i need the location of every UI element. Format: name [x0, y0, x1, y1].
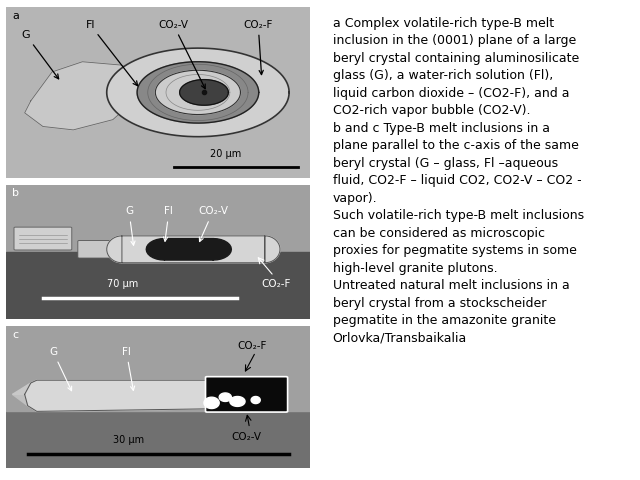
Text: G: G [125, 206, 135, 245]
Text: b: b [13, 188, 19, 198]
Text: 30 μm: 30 μm [113, 434, 144, 444]
Polygon shape [137, 62, 259, 123]
Polygon shape [180, 80, 228, 105]
Text: CO₂-V: CO₂-V [159, 20, 205, 89]
Polygon shape [230, 396, 245, 407]
Polygon shape [6, 326, 310, 411]
Text: a Complex volatile-rich type-B melt
inclusion in the (0001) plane of a large
ber: a Complex volatile-rich type-B melt incl… [333, 16, 584, 345]
Text: CO₂-F: CO₂-F [262, 279, 291, 289]
Text: c: c [13, 330, 19, 340]
Polygon shape [107, 236, 280, 263]
Text: Fl: Fl [86, 20, 138, 86]
Polygon shape [204, 397, 219, 408]
Text: Fl: Fl [122, 347, 134, 390]
Polygon shape [13, 383, 31, 395]
Polygon shape [13, 395, 28, 406]
FancyBboxPatch shape [205, 377, 287, 412]
FancyBboxPatch shape [14, 227, 72, 250]
Text: CO₂-V: CO₂-V [198, 206, 228, 241]
Text: CO₂-V: CO₂-V [232, 432, 261, 442]
Text: CO₂-F: CO₂-F [237, 341, 267, 351]
Text: CO₂-F: CO₂-F [244, 20, 273, 74]
Polygon shape [156, 70, 241, 115]
Polygon shape [220, 393, 232, 401]
Text: G: G [22, 30, 59, 79]
Polygon shape [251, 396, 260, 404]
Polygon shape [147, 239, 232, 260]
Text: 70 μm: 70 μm [107, 279, 138, 289]
Text: a: a [13, 11, 19, 21]
Polygon shape [6, 7, 310, 178]
Text: Fl: Fl [163, 206, 173, 241]
Text: G: G [49, 347, 72, 391]
Polygon shape [6, 411, 310, 468]
Polygon shape [6, 185, 310, 252]
Polygon shape [107, 48, 289, 137]
Text: 20 μm: 20 μm [210, 149, 241, 159]
Polygon shape [25, 380, 237, 411]
Polygon shape [6, 252, 310, 319]
Polygon shape [25, 62, 143, 130]
FancyBboxPatch shape [78, 240, 124, 258]
